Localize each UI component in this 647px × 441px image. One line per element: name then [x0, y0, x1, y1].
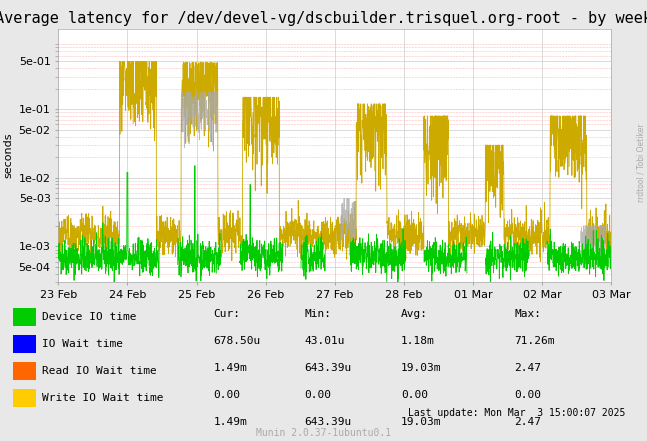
Text: 643.39u: 643.39u: [304, 363, 351, 373]
Text: 43.01u: 43.01u: [304, 336, 345, 346]
Text: Average latency for /dev/devel-vg/dscbuilder.trisquel.org-root - by week: Average latency for /dev/devel-vg/dscbui…: [0, 11, 647, 26]
Text: 2.47: 2.47: [514, 417, 542, 427]
Text: Cur:: Cur:: [214, 309, 241, 319]
Text: Min:: Min:: [304, 309, 331, 319]
Text: 71.26m: 71.26m: [514, 336, 555, 346]
Y-axis label: seconds: seconds: [3, 133, 13, 178]
Text: 1.49m: 1.49m: [214, 363, 247, 373]
Text: 19.03m: 19.03m: [401, 417, 442, 427]
Text: IO Wait time: IO Wait time: [42, 339, 123, 348]
Text: Max:: Max:: [514, 309, 542, 319]
FancyBboxPatch shape: [13, 335, 36, 352]
Text: 0.00: 0.00: [514, 390, 542, 400]
Text: rrdtool / Tobi Oetiker: rrdtool / Tobi Oetiker: [637, 124, 646, 202]
Text: Avg:: Avg:: [401, 309, 428, 319]
Text: 678.50u: 678.50u: [214, 336, 261, 346]
FancyBboxPatch shape: [13, 362, 36, 380]
Text: 643.39u: 643.39u: [304, 417, 351, 427]
FancyBboxPatch shape: [13, 389, 36, 407]
Text: 0.00: 0.00: [304, 390, 331, 400]
Text: Last update: Mon Mar  3 15:00:07 2025: Last update: Mon Mar 3 15:00:07 2025: [408, 408, 625, 418]
Text: 1.18m: 1.18m: [401, 336, 435, 346]
Text: Write IO Wait time: Write IO Wait time: [42, 392, 164, 403]
Text: Munin 2.0.37-1ubuntu0.1: Munin 2.0.37-1ubuntu0.1: [256, 428, 391, 438]
Text: 0.00: 0.00: [214, 390, 241, 400]
Text: Device IO time: Device IO time: [42, 311, 137, 321]
FancyBboxPatch shape: [13, 307, 36, 325]
Text: 19.03m: 19.03m: [401, 363, 442, 373]
Text: 0.00: 0.00: [401, 390, 428, 400]
Text: Read IO Wait time: Read IO Wait time: [42, 366, 157, 376]
Text: 1.49m: 1.49m: [214, 417, 247, 427]
Text: 2.47: 2.47: [514, 363, 542, 373]
